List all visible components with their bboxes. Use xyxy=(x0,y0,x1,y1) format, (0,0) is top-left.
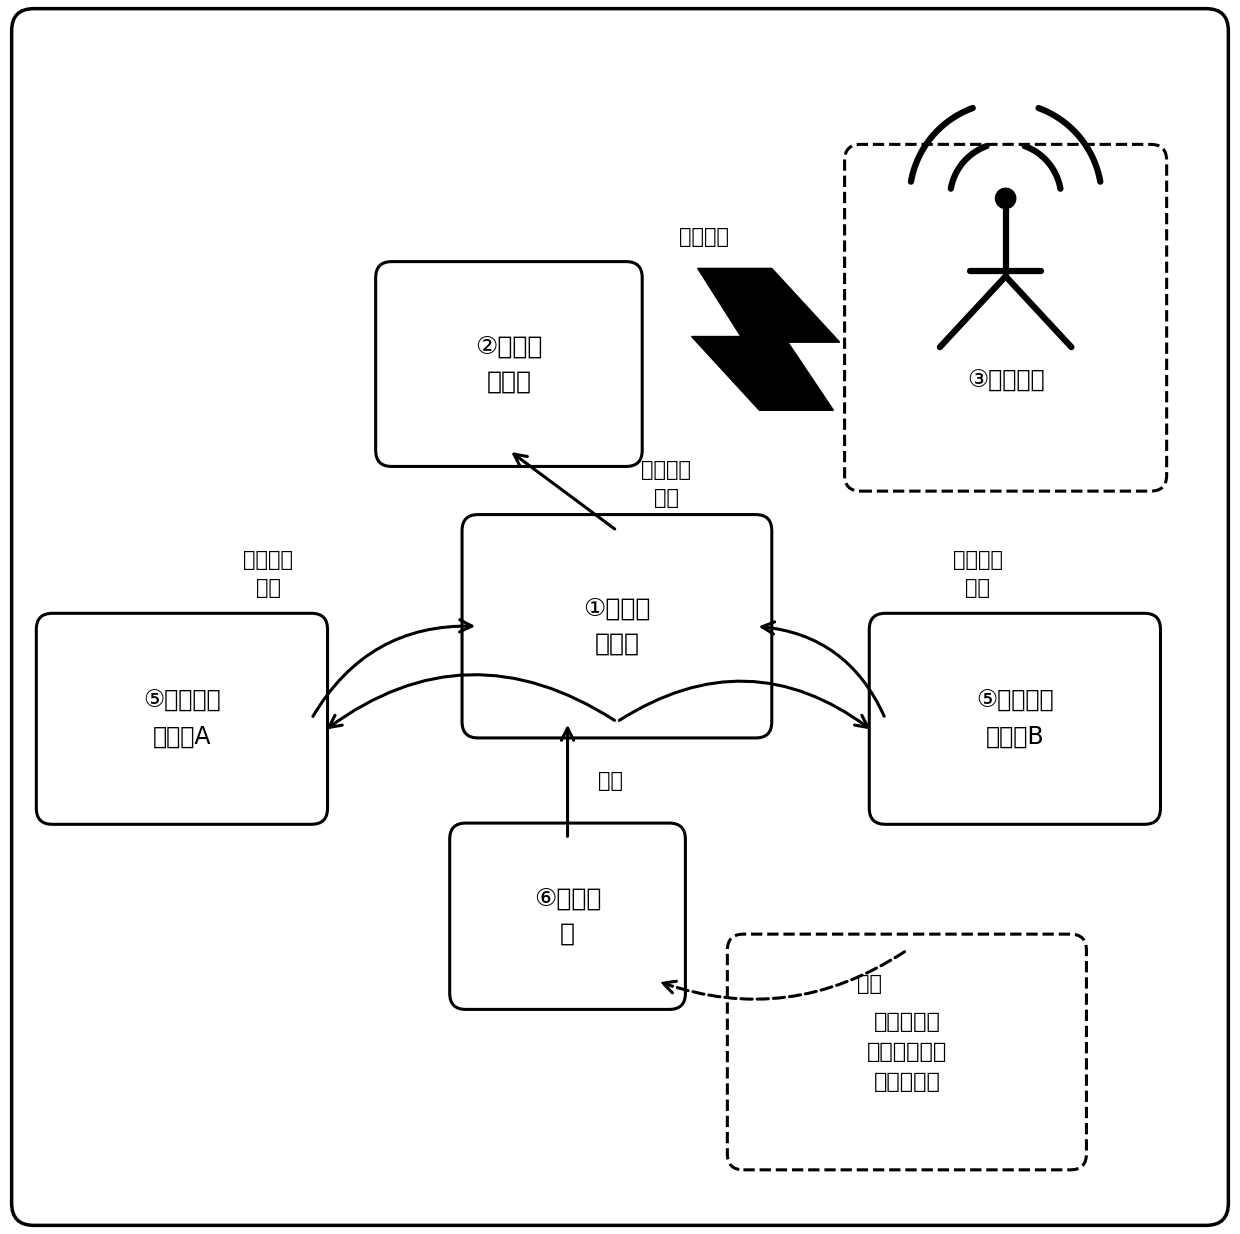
Text: ⑥供电模
块: ⑥供电模 块 xyxy=(534,886,601,946)
Text: ①数据处
理模块: ①数据处 理模块 xyxy=(583,596,651,656)
Text: 车速数据
供电: 车速数据 供电 xyxy=(641,460,691,508)
Polygon shape xyxy=(692,269,839,411)
Text: 车速数据: 车速数据 xyxy=(680,227,729,247)
Text: 地磁数据
供电: 地磁数据 供电 xyxy=(952,550,1003,597)
FancyBboxPatch shape xyxy=(844,144,1167,491)
FancyBboxPatch shape xyxy=(869,613,1161,824)
Circle shape xyxy=(996,189,1016,209)
Text: ③基站模块: ③基站模块 xyxy=(967,369,1044,392)
Text: 供电: 供电 xyxy=(857,974,883,995)
FancyBboxPatch shape xyxy=(450,823,686,1009)
Text: 供电: 供电 xyxy=(598,770,624,791)
Text: ⑤地磁传感
器模块B: ⑤地磁传感 器模块B xyxy=(976,689,1054,749)
Text: 地磁数据
供电: 地磁数据 供电 xyxy=(243,550,294,597)
FancyBboxPatch shape xyxy=(376,262,642,466)
FancyBboxPatch shape xyxy=(463,515,771,738)
FancyBboxPatch shape xyxy=(36,613,327,824)
Text: 太阳能、市
电、风能等所
有供电方式: 太阳能、市 电、风能等所 有供电方式 xyxy=(867,1012,947,1092)
FancyBboxPatch shape xyxy=(728,934,1086,1170)
FancyBboxPatch shape xyxy=(11,9,1229,1225)
Text: ②数据上
报模块: ②数据上 报模块 xyxy=(475,334,543,394)
Text: ⑤地磁传感
器模块A: ⑤地磁传感 器模块A xyxy=(143,689,221,749)
